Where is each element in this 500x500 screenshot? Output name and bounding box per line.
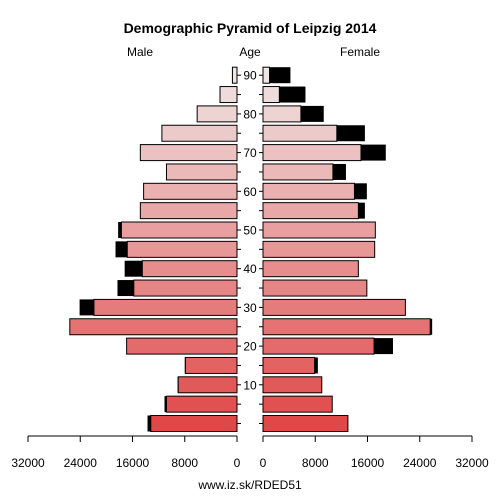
bar-female-35-39 [262, 279, 368, 297]
bar-female-70-74 [262, 144, 362, 162]
bar-male-90+ [231, 66, 238, 84]
excess-male-40-44 [124, 260, 143, 277]
age-tick-label: 80 [243, 107, 257, 121]
excess-female-85-89 [279, 86, 306, 103]
bar-male-55-59 [139, 202, 238, 220]
bar-female-65-69 [262, 163, 334, 181]
excess-male-5-9 [164, 396, 167, 413]
bar-female-0-4 [262, 415, 349, 432]
excess-male-15-19 [184, 357, 186, 374]
bar-male-20-24 [126, 337, 238, 355]
excess-male-50-54 [118, 222, 122, 238]
male-x-tick-label: 8000 [171, 456, 198, 470]
bar-male-15-19 [184, 356, 238, 374]
bar-female-55-59 [262, 202, 359, 220]
bar-male-65-69 [165, 163, 238, 181]
male-x-tick-label: 24000 [64, 456, 98, 470]
excess-female-25-29 [430, 318, 433, 335]
excess-female-70-74 [360, 144, 386, 161]
female-x-tick-label: 16000 [351, 456, 385, 470]
axes: 32000 24000 16000 8000 0 0 8000 16000 24000 32000… [11, 69, 489, 470]
excess-female-20-24 [374, 338, 393, 355]
excess-male-0-4 [147, 415, 151, 432]
bar-male-40-44 [141, 260, 238, 278]
female-x-tick-label: 8000 [302, 456, 329, 470]
bar-female-10-14 [262, 376, 323, 394]
female-x-tick-label: 24000 [403, 456, 437, 470]
bar-male-50-54 [120, 221, 238, 239]
bar-male-30-34 [93, 298, 238, 316]
bar-male-80-84 [196, 105, 238, 123]
bar-male-45-49 [126, 240, 238, 258]
bar-female-45-49 [262, 240, 376, 258]
bar-female-5-9 [262, 395, 333, 413]
age-tick-label: 40 [243, 262, 257, 276]
male-label: Male [127, 45, 153, 59]
female-bars [262, 66, 433, 432]
excess-female-55-59 [358, 202, 365, 219]
female-label: Female [340, 45, 380, 59]
male-bars [69, 66, 238, 432]
bar-female-50-54 [262, 221, 376, 239]
bar-male-75-79 [161, 124, 238, 142]
bar-male-85-89 [219, 86, 238, 104]
age-tick-label: 50 [243, 224, 257, 238]
source-label: www.iz.sk/RDED51 [197, 478, 302, 492]
female-x-tick-label: 0 [260, 456, 267, 470]
bar-female-30-34 [262, 298, 406, 316]
bar-male-70-74 [139, 144, 238, 162]
chart-title: Demographic Pyramid of Leipzig 2014 [124, 20, 377, 36]
excess-male-30-34 [79, 299, 94, 316]
bar-female-40-44 [262, 260, 359, 278]
excess-male-35-39 [117, 280, 134, 297]
female-x-tick-label: 32000 [455, 456, 489, 470]
bar-female-90+ [262, 66, 271, 84]
bar-female-15-19 [262, 356, 316, 374]
age-tick-label: 70 [243, 146, 257, 160]
age-tick-label: 30 [243, 301, 257, 315]
age-tick-label: 60 [243, 185, 257, 199]
bar-female-25-29 [262, 318, 431, 336]
bar-female-75-79 [262, 124, 338, 142]
excess-female-80-84 [300, 105, 324, 122]
male-x-tick-label: 16000 [116, 456, 150, 470]
bar-male-5-9 [165, 395, 238, 413]
excess-female-15-19 [314, 357, 318, 374]
bar-female-60-64 [262, 182, 355, 200]
bar-male-60-64 [143, 182, 238, 200]
bar-male-10-14 [177, 376, 238, 394]
age-tick-label: 10 [243, 378, 257, 392]
age-tick-label: 20 [243, 340, 257, 354]
excess-female-90+ [269, 67, 291, 84]
bar-male-25-29 [69, 318, 238, 336]
excess-female-60-64 [354, 183, 367, 200]
male-x-tick-label: 0 [234, 456, 241, 470]
bar-male-0-4 [150, 415, 238, 432]
age-label: Age [239, 45, 261, 59]
bar-male-35-39 [133, 279, 238, 297]
male-x-tick-label: 32000 [11, 456, 45, 470]
bar-female-20-24 [262, 337, 375, 355]
excess-female-75-79 [336, 125, 365, 142]
excess-male-10-14 [177, 376, 179, 393]
age-tick-label: 90 [243, 69, 257, 83]
bar-female-85-89 [262, 86, 280, 104]
excess-male-45-49 [115, 241, 128, 258]
excess-female-65-69 [332, 163, 346, 180]
bar-female-80-84 [262, 105, 302, 123]
